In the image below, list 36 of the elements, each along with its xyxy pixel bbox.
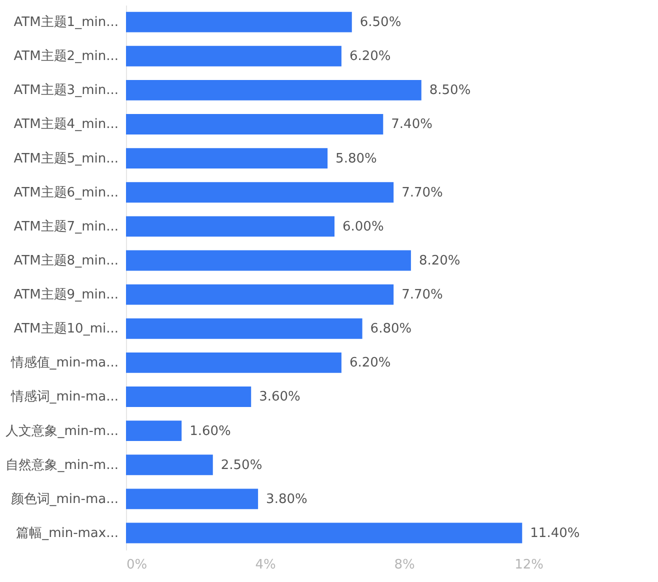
data-label: 8.20% [418, 253, 460, 268]
data-label: 6.80% [370, 322, 412, 337]
data-label: 7.70% [402, 185, 443, 200]
x-tick-label: 12% [514, 558, 544, 572]
y-tick-label: 篇幅_min-max... [16, 526, 118, 541]
data-label: 5.80% [336, 151, 377, 166]
data-label: 7.70% [402, 288, 443, 303]
y-tick-label: ATM主题1_min... [14, 14, 118, 30]
data-label: 1.60% [190, 424, 231, 439]
data-label: 6.20% [349, 49, 391, 64]
y-tick-label: 情感词_min-ma... [10, 390, 118, 405]
y-tick-label: ATM主题10_mi... [14, 320, 118, 337]
data-label: 8.50% [429, 83, 471, 98]
data-label: 11.40% [530, 526, 580, 541]
data-label: 6.20% [349, 356, 391, 371]
y-tick-label: ATM主题8_min... [14, 252, 118, 268]
x-tick-label: 8% [394, 558, 415, 572]
y-tick-label: ATM主题6_min... [14, 184, 118, 200]
y-tick-label: 人文意象_min-m... [6, 424, 118, 439]
y-tick-label: ATM主题7_min... [14, 218, 118, 234]
data-label: 6.50% [360, 15, 402, 30]
data-label: 3.80% [266, 492, 308, 507]
y-tick-label: ATM主题9_min... [14, 286, 118, 303]
y-tick-label: ATM主题4_min... [14, 116, 118, 132]
y-tick-label: 自然意象_min-m... [6, 458, 118, 473]
y-tick-label: ATM主题3_min... [14, 82, 118, 98]
y-tick-label: 颜色词_min-ma... [10, 492, 118, 507]
y-tick-label: ATM主题5_min... [14, 150, 118, 166]
y-tick-label: ATM主题2_min... [14, 48, 118, 64]
data-label: 2.50% [220, 458, 262, 473]
data-label: 7.40% [391, 117, 432, 132]
data-label: 6.00% [342, 219, 384, 234]
x-tick-label: 4% [255, 558, 276, 572]
y-tick-label: 情感值_min-ma... [10, 356, 118, 371]
data-label: 3.60% [259, 390, 300, 405]
x-tick-label: 0% [126, 558, 148, 572]
